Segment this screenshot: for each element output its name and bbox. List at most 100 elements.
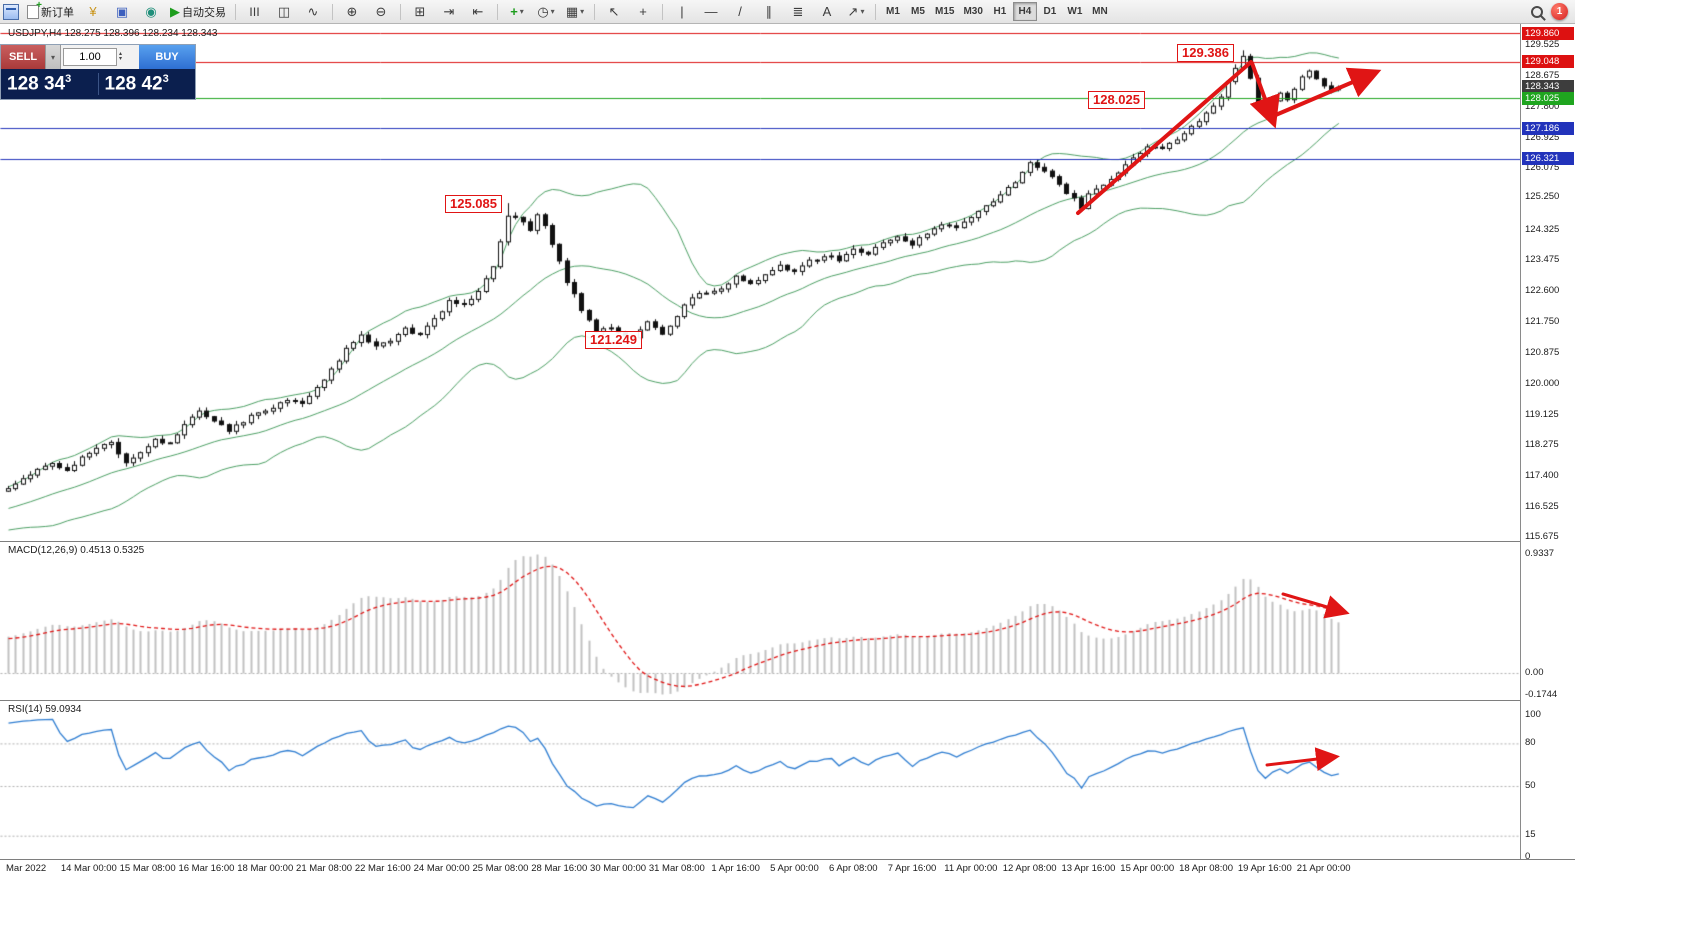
candlestick-icon: ◫ xyxy=(277,4,291,19)
price-annotation[interactable]: 129.386 xyxy=(1177,44,1234,62)
price-highlight-label: 129.860 xyxy=(1522,26,1574,40)
time-tick-label: 6 Apr 08:00 xyxy=(828,863,878,874)
chart-shift-button[interactable]: ⇤ xyxy=(464,1,492,23)
sell-button[interactable]: SELL xyxy=(1,45,45,69)
price-axis[interactable]: 129.525 128.675 127.800 126.925 126.075 125.2… xyxy=(1520,24,1576,862)
timeframe-m15[interactable]: M15 xyxy=(931,2,958,21)
text-tool-button[interactable]: A xyxy=(813,1,841,23)
line-chart-icon: ∿ xyxy=(307,4,319,19)
price-tick-label: 126.925 xyxy=(1525,131,1560,143)
periods-button[interactable]: ◷ ▾ xyxy=(532,1,560,23)
auto-scroll-button[interactable]: ⇥ xyxy=(435,1,463,23)
price-highlight-label: 127.186 xyxy=(1522,121,1574,135)
candlestick-mode-button[interactable]: ◫ xyxy=(270,1,298,23)
time-tick-label: 18 Apr 08:00 xyxy=(1179,863,1233,874)
time-tick-label: 11 Apr 00:00 xyxy=(944,863,998,874)
volume-spinner[interactable]: ▴ ▾ xyxy=(119,51,122,62)
zoom-out-button[interactable]: ⊖ xyxy=(367,1,395,23)
macd-scale-label: 0.00 xyxy=(1525,666,1544,678)
arrow-object-icon: ↗ xyxy=(847,4,859,19)
arrows-tool-button[interactable]: ↗ ▾ xyxy=(842,1,870,23)
accounts-button[interactable]: ▣ xyxy=(108,1,136,23)
channel-icon: ∥ xyxy=(765,4,773,19)
price-highlight-label: 126.321 xyxy=(1522,152,1574,166)
volume-dropdown[interactable]: ▾ xyxy=(45,45,61,69)
time-tick-label: 16 Mar 16:00 xyxy=(178,863,235,874)
zoom-in-button[interactable]: ⊕ xyxy=(338,1,366,23)
notification-badge[interactable]: 1 xyxy=(1551,3,1568,20)
price-tick-label: 121.750 xyxy=(1525,315,1560,327)
time-tick-label: 15 Apr 00:00 xyxy=(1120,863,1175,874)
chart-shift-icon: ⇤ xyxy=(472,4,484,19)
search-icon[interactable] xyxy=(1531,5,1543,18)
vertical-line-tool-button[interactable]: | xyxy=(668,1,696,23)
community-button[interactable]: ◉ xyxy=(137,1,165,23)
timeframe-w1[interactable]: W1 xyxy=(1063,2,1087,21)
price-tick-label: 125.250 xyxy=(1525,191,1560,203)
bar-chart-mode-button[interactable]: ||| xyxy=(241,1,269,23)
price-tick-label: 119.125 xyxy=(1525,408,1559,420)
line-chart-mode-button[interactable]: ∿ xyxy=(299,1,327,23)
timeframe-h4[interactable]: H4 xyxy=(1012,2,1037,21)
volume-input[interactable] xyxy=(63,48,117,66)
price-annotation[interactable]: 125.085 xyxy=(445,195,502,213)
time-tick-label: 24 Mar 00:00 xyxy=(413,863,470,874)
cursor-icon: ↖ xyxy=(608,4,620,19)
toolbar: 新订单 ¥ ▣ ◉ ▶ 自动交易 ||| ◫ ∿ ⊕ ⊖ ⊞ ⇥ ⇤ +▾ ◷▾… xyxy=(0,0,1575,24)
templates-button[interactable]: ▦ ▾ xyxy=(561,1,589,23)
timeframe-mn[interactable]: MN xyxy=(1088,2,1112,21)
time-tick-label: 21 Mar 08:00 xyxy=(296,863,353,874)
time-tick-label: 22 Mar 16:00 xyxy=(354,863,411,874)
buy-button[interactable]: BUY xyxy=(139,45,195,69)
autotrading-button[interactable]: ▶ 自动交易 xyxy=(166,1,230,23)
new-order-icon xyxy=(27,0,42,19)
toolbar-separator xyxy=(497,3,498,20)
channel-tool-button[interactable]: ∥ xyxy=(755,1,783,23)
cursor-tool-button[interactable]: ↖ xyxy=(600,1,628,23)
time-tick-label: 7 Apr 16:00 xyxy=(887,863,937,874)
horizontal-line-icon: — xyxy=(704,4,718,19)
chevron-down-icon: ▾ xyxy=(519,7,524,16)
rsi-label: RSI(14) 59.0934 xyxy=(8,704,82,715)
crosshair-tool-button[interactable]: + xyxy=(629,1,657,23)
indicators-plus-icon: + xyxy=(510,4,518,19)
timeframe-d1[interactable]: D1 xyxy=(1038,2,1062,21)
price-tick-label: 120.000 xyxy=(1525,377,1560,389)
new-order-button[interactable]: 新订单 xyxy=(23,0,78,23)
macd-canvas[interactable] xyxy=(0,542,1520,701)
rsi-scale-label: 0 xyxy=(1525,850,1531,862)
toolbar-separator xyxy=(400,3,401,20)
caret-down-icon: ▾ xyxy=(50,52,55,62)
timeframe-m5[interactable]: M5 xyxy=(906,2,930,21)
price-annotation[interactable]: 121.249 xyxy=(585,331,642,349)
chevron-down-icon: ▾ xyxy=(550,7,555,16)
deposit-button[interactable]: ¥ xyxy=(79,1,107,23)
rsi-scale-label: 80 xyxy=(1525,736,1536,748)
trendline-tool-button[interactable]: / xyxy=(726,1,754,23)
toolbar-separator xyxy=(594,3,595,20)
fibonacci-icon: ≣ xyxy=(792,4,804,19)
price-highlight-label: 128.025 xyxy=(1522,91,1574,105)
price-annotation[interactable]: 128.025 xyxy=(1088,91,1145,109)
time-tick-label: 18 Mar 00:00 xyxy=(237,863,294,874)
timeframe-m1[interactable]: M1 xyxy=(881,2,905,21)
timeframe-m30[interactable]: M30 xyxy=(959,2,986,21)
indicators-button[interactable]: + ▾ xyxy=(503,1,531,23)
rsi-scale-label: 15 xyxy=(1525,829,1536,841)
timeframe-h1[interactable]: H1 xyxy=(988,2,1012,21)
fibonacci-tool-button[interactable]: ≣ xyxy=(784,1,812,23)
rsi-canvas[interactable] xyxy=(0,701,1520,860)
tile-windows-button[interactable]: ⊞ xyxy=(406,1,434,23)
ask-price[interactable]: 128 423 xyxy=(104,72,169,95)
price-chart-canvas[interactable] xyxy=(0,24,1520,541)
horizontal-line-tool-button[interactable]: — xyxy=(697,1,725,23)
chart-window-icon[interactable] xyxy=(3,3,19,20)
bid-price[interactable]: 128 343 xyxy=(7,72,72,95)
tile-windows-icon: ⊞ xyxy=(414,4,426,19)
main-chart-panel: USDJPY,H4 128.275 128.396 128.234 128.34… xyxy=(0,24,1575,541)
bar-chart-icon: ||| xyxy=(249,6,261,16)
time-tick-label: 15 Mar 08:00 xyxy=(119,863,176,874)
price-tick-label: 128.675 xyxy=(1525,69,1560,81)
time-axis[interactable]: Mar 2022 14 Mar 00:00 15 Mar 08:00 16 Mar 1… xyxy=(0,859,1575,878)
price-tick-label: 122.600 xyxy=(1525,285,1560,297)
